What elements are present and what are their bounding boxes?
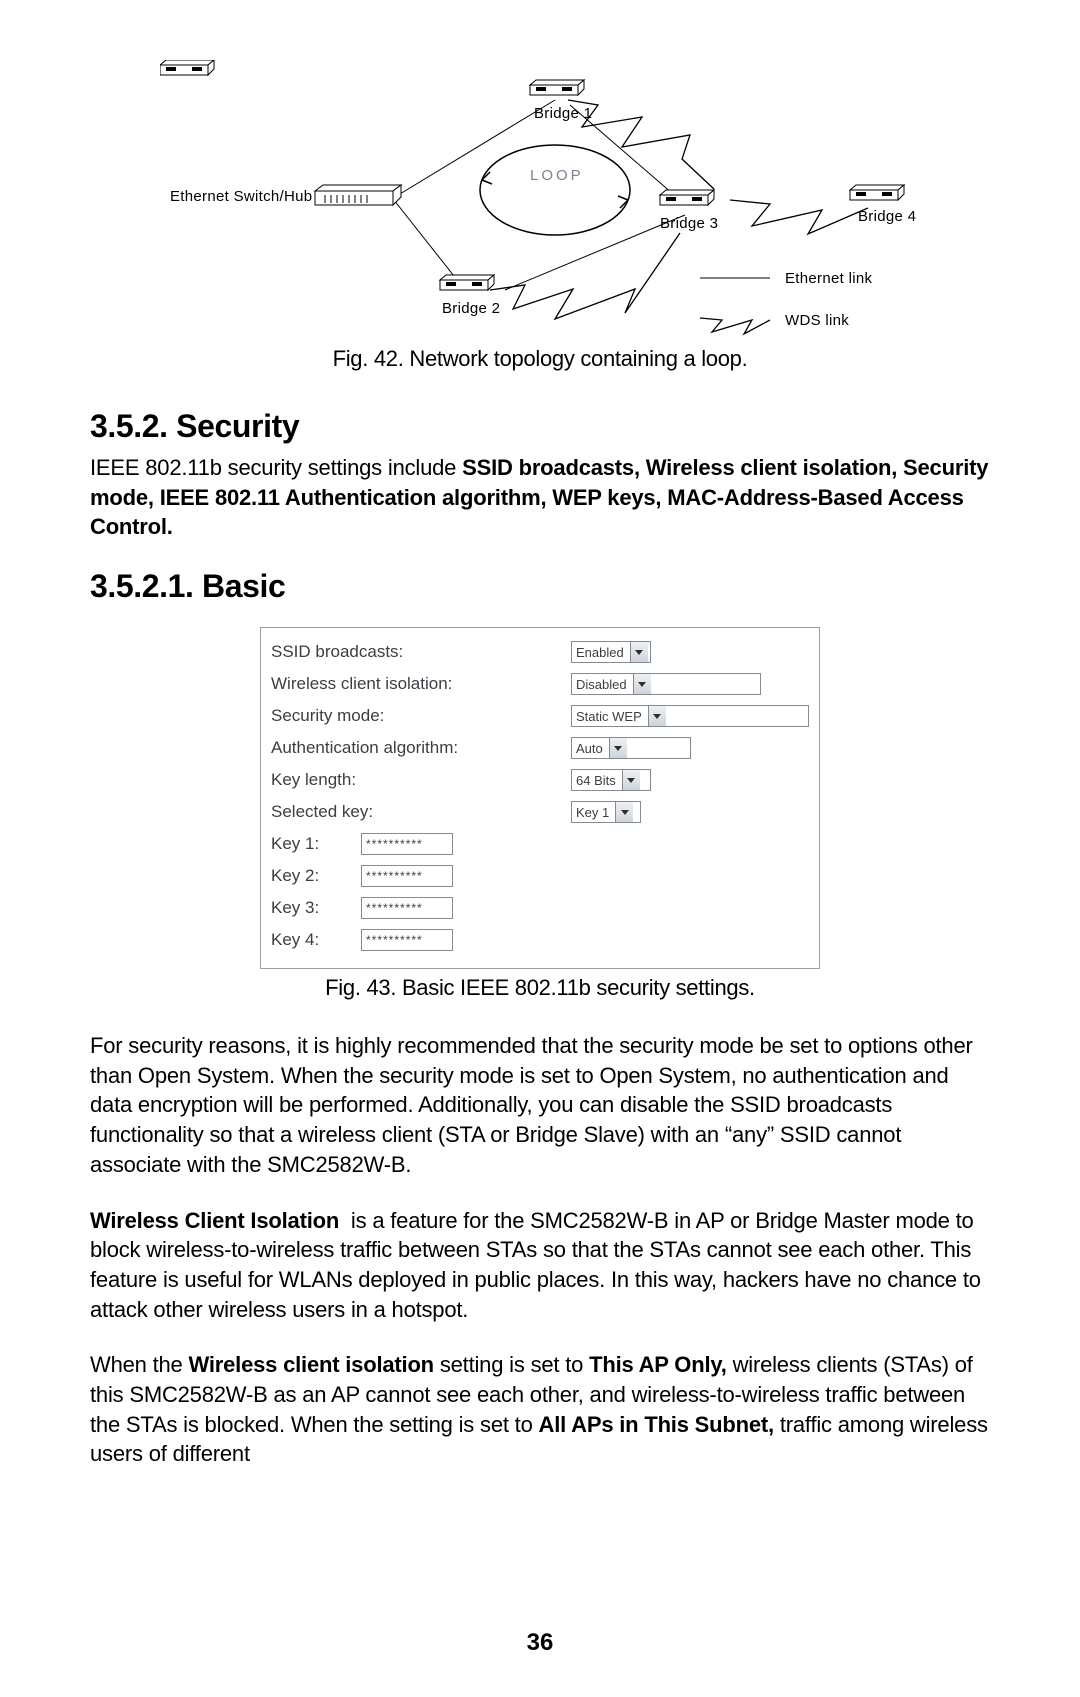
key-input[interactable]: ********** (361, 897, 453, 919)
dropdown-value: Static WEP (576, 709, 648, 724)
chevron-down-icon[interactable] (609, 738, 627, 758)
key-row: Key 2:********** (271, 860, 809, 892)
chevron-down-icon[interactable] (622, 770, 640, 790)
form-row: Wireless client isolation: Disabled (271, 668, 809, 700)
form-label: Authentication algorithm: (271, 738, 571, 758)
para2-bold: Wireless Client Isolation (90, 1208, 339, 1233)
wep-settings-form: SSID broadcasts: Enabled Wireless client i… (260, 627, 820, 969)
key-row: Key 1:********** (271, 828, 809, 860)
form-row: Selected key: Key 1 (271, 796, 809, 828)
dropdown[interactable]: Static WEP (571, 705, 809, 727)
dropdown[interactable]: Disabled (571, 673, 761, 695)
key-row: Key 4:********** (271, 924, 809, 956)
form-row: Key length: 64 Bits (271, 764, 809, 796)
form-label: SSID broadcasts: (271, 642, 571, 662)
key-row: Key 3:********** (271, 892, 809, 924)
loop-label: LOOP (530, 167, 584, 184)
dropdown-value: Key 1 (576, 805, 615, 820)
chevron-down-icon[interactable] (630, 642, 648, 662)
key-input[interactable]: ********** (361, 929, 453, 951)
form-row: SSID broadcasts: Enabled (271, 636, 809, 668)
dropdown-value: Disabled (576, 677, 633, 692)
page-number: 36 (0, 1629, 1080, 1657)
bridge3-label: Bridge 3 (660, 215, 718, 232)
form-label: Selected key: (271, 802, 571, 822)
chevron-down-icon[interactable] (615, 802, 633, 822)
form-row: Authentication algorithm: Auto (271, 732, 809, 764)
chevron-down-icon[interactable] (648, 706, 666, 726)
legend-ethernet: Ethernet link (785, 270, 872, 287)
bridge2-label: Bridge 2 (442, 300, 500, 317)
legend-wds: WDS link (785, 312, 849, 329)
security-intro: IEEE 802.11b security settings include S… (90, 453, 990, 542)
key-input[interactable]: ********** (361, 833, 453, 855)
paragraph-1: For security reasons, it is highly recom… (90, 1031, 990, 1179)
chevron-down-icon[interactable] (633, 674, 651, 694)
network-topology-diagram: LOOP (160, 60, 920, 340)
key-label: Key 1: (271, 834, 361, 854)
key-label: Key 2: (271, 866, 361, 886)
dropdown-value: Auto (576, 741, 609, 756)
bridge1-label: Bridge 1 (534, 105, 592, 122)
paragraph-3: When the Wireless client isolation setti… (90, 1350, 990, 1469)
key-input[interactable]: ********** (361, 865, 453, 887)
security-intro-prefix: IEEE 802.11b security settings include (90, 455, 462, 480)
dropdown-value: 64 Bits (576, 773, 622, 788)
dropdown[interactable]: Enabled (571, 641, 651, 663)
key-label: Key 3: (271, 898, 361, 918)
switch-label: Ethernet Switch/Hub (170, 188, 312, 205)
form-row: Security mode: Static WEP (271, 700, 809, 732)
figure42-caption: Fig. 42. Network topology containing a l… (90, 346, 990, 372)
dropdown[interactable]: Auto (571, 737, 691, 759)
security-heading: 3.5.2. Security (90, 408, 990, 445)
basic-heading: 3.5.2.1. Basic (90, 568, 990, 605)
form-label: Wireless client isolation: (271, 674, 571, 694)
form-label: Key length: (271, 770, 571, 790)
dropdown[interactable]: Key 1 (571, 801, 641, 823)
dropdown[interactable]: 64 Bits (571, 769, 651, 791)
paragraph-2: Wireless Client Isolation is a feature f… (90, 1206, 990, 1325)
dropdown-value: Enabled (576, 645, 630, 660)
bridge4-label: Bridge 4 (858, 208, 916, 225)
figure43-caption: Fig. 43. Basic IEEE 802.11b security set… (90, 975, 990, 1001)
form-label: Security mode: (271, 706, 571, 726)
key-label: Key 4: (271, 930, 361, 950)
